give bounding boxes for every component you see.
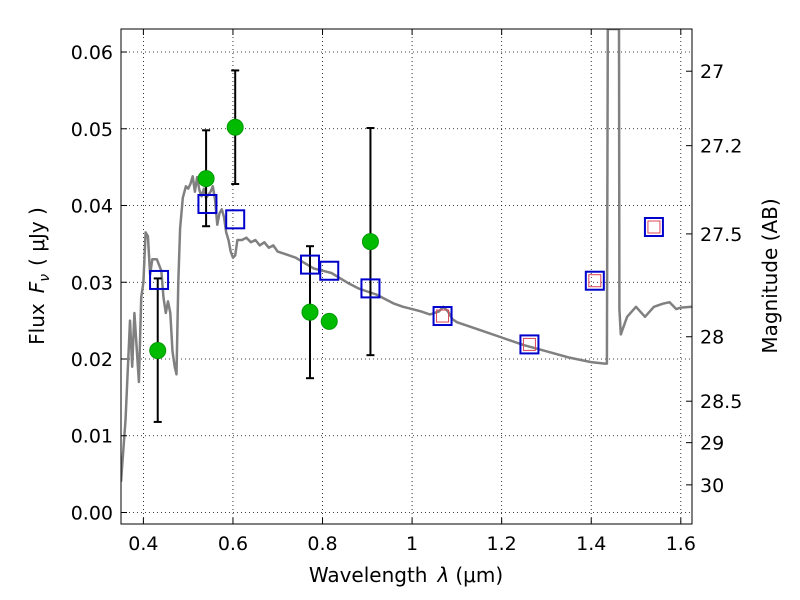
right-tick-label: 27 [700, 61, 724, 83]
model-photometry-inner-marker [588, 274, 602, 288]
right-tick-label: 27.2 [700, 136, 742, 158]
observed-photometry-point [301, 303, 319, 321]
model-photometry-marker [319, 260, 340, 281]
right-tick-label: 29 [700, 433, 724, 455]
model-photometry-marker [584, 270, 605, 291]
model-photometry-inner-marker [436, 309, 450, 323]
x-tick-label: 0.6 [218, 533, 248, 555]
plot-frame [120, 28, 693, 525]
observed-photometry-point [226, 118, 244, 136]
y-tick-label: 0.02 [71, 349, 113, 371]
y-tick-label: 0.05 [71, 119, 113, 141]
model-photometry-marker [432, 306, 453, 327]
grid [121, 29, 692, 524]
plot-area [121, 29, 692, 482]
model-photometry-inner-marker [522, 337, 536, 351]
axes: 0.4 0.6 0.8 1 1.2 1.4 1.6 0.00 0.01 0.02 0.03 0.04 0… [71, 29, 742, 555]
y-tick-label: 0.04 [71, 196, 113, 218]
model-photometry-marker [519, 334, 540, 355]
x-tick-label: 1.6 [666, 533, 696, 555]
model-photometry-marker [299, 254, 320, 275]
model-photometry-marker [149, 269, 170, 290]
model-photometry-inner-marker [647, 220, 661, 234]
model-photometry-marker [643, 217, 664, 237]
model-photometry-marker [197, 193, 218, 214]
y-tick-label: 0.00 [71, 502, 113, 524]
x-axis-label: Wavelength λ (μm) [309, 563, 503, 587]
x-tick-label: 1.2 [487, 533, 517, 555]
x-tick-label: 1.4 [576, 533, 606, 555]
y-tick-label: 0.06 [71, 42, 113, 64]
right-tick-label: 27.5 [700, 224, 742, 246]
model-photometry-marker [360, 278, 381, 299]
x-tick-label: 0.8 [307, 533, 337, 555]
right-tick-label: 28.5 [700, 391, 742, 413]
observed-photometry-point [361, 233, 379, 251]
observed-photometry-point [197, 170, 215, 188]
right-tick-label: 28 [700, 327, 724, 349]
y-axis-label-right: Magnitude (AB) [758, 198, 782, 353]
y-axis-label-left: FluxFν( μJy ) [25, 207, 53, 345]
y-tick-label: 0.01 [71, 426, 113, 448]
x-tick-label: 1 [406, 533, 418, 555]
spectrum-line [121, 29, 692, 482]
y-tick-label: 0.03 [71, 272, 113, 294]
observed-photometry-point [149, 342, 167, 360]
right-tick-label: 30 [700, 475, 724, 497]
x-tick-label: 0.4 [128, 533, 158, 555]
observed-photometry-point [320, 312, 338, 330]
model-photometry-marker [225, 209, 246, 230]
